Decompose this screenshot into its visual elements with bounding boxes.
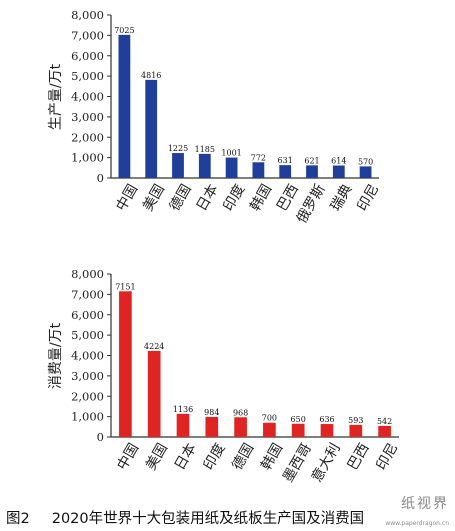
- y-tick-label: 8,000: [71, 267, 104, 281]
- bar: [145, 79, 158, 178]
- y-tick-label: 3,000: [71, 110, 104, 124]
- bar: [349, 424, 363, 437]
- bar-value-label: 631: [278, 156, 293, 165]
- bar: [252, 162, 265, 178]
- x-category-label: 中国: [114, 441, 142, 473]
- y-tick-label: 7,000: [71, 28, 104, 42]
- bar-value-label: 542: [377, 417, 392, 426]
- production-chart: 0 1,000 2,000 3,000 4,000 5,000 6,000 7,000 8,00…: [48, 8, 382, 226]
- y-tick-label: 0: [97, 430, 104, 444]
- watermark-text: 纸视界: [401, 496, 449, 512]
- y-axis-title: 消费量/万t: [48, 322, 64, 389]
- bar-value-label: 1225: [168, 144, 188, 153]
- x-category-label: 美国: [140, 182, 168, 214]
- bar: [172, 153, 184, 178]
- bar: [291, 423, 305, 437]
- figure-caption: 图2 2020年世界十大包装用纸及纸板生产国及消费国: [6, 506, 451, 528]
- x-category-label: 日本: [172, 441, 200, 473]
- x-category-label: 瑞典: [328, 182, 356, 214]
- bar: [119, 291, 132, 437]
- bar: [198, 153, 211, 178]
- bar-value-label: 700: [262, 414, 277, 423]
- bar: [279, 165, 292, 178]
- bar-value-label: 1136: [173, 405, 193, 414]
- bar-value-label: 772: [251, 153, 266, 162]
- y-tick-label: 7,000: [71, 287, 104, 301]
- x-category-label: 印尼: [374, 441, 402, 473]
- bar-value-label: 4816: [141, 71, 161, 80]
- bar: [306, 165, 318, 178]
- x-category-label: 印度: [201, 441, 229, 473]
- y-tick-label: 2,000: [71, 389, 104, 403]
- y-tick-label: 2,000: [71, 130, 104, 144]
- x-category-label: 巴西: [274, 182, 302, 214]
- x-category-label: 德国: [230, 441, 258, 473]
- caption-label: 图2: [6, 510, 30, 527]
- bar-value-label: 570: [358, 157, 373, 166]
- x-category-label: 美国: [143, 441, 171, 473]
- y-tick-label: 1,000: [71, 151, 104, 165]
- bar-value-label: 650: [291, 415, 306, 424]
- y-tick-label: 6,000: [71, 49, 104, 63]
- bar: [359, 166, 372, 178]
- y-tick-label: 0: [97, 171, 104, 185]
- bar: [378, 425, 391, 437]
- watermark-logo: 纸视界 www.paperdragon.cn: [379, 493, 449, 527]
- bar-value-label: 7151: [115, 282, 135, 291]
- y-tick-label: 5,000: [71, 328, 104, 342]
- y-tick-label: 6,000: [71, 308, 104, 322]
- bar-value-label: 984: [204, 408, 219, 417]
- bar: [332, 165, 345, 178]
- x-category-label: 印度: [221, 182, 249, 214]
- x-category-label: 德国: [167, 182, 195, 214]
- bar-value-label: 614: [331, 156, 346, 165]
- y-tick-label: 4,000: [71, 90, 104, 104]
- bar: [234, 417, 247, 437]
- bar-value-label: 1001: [221, 149, 241, 158]
- bar-value-label: 636: [319, 415, 334, 424]
- y-tick-label: 4,000: [71, 349, 104, 363]
- bar-value-label: 4224: [144, 342, 164, 351]
- consumption-chart: 0 1,000 2,000 3,000 4,000 5,000 6,000 7,000 8,00…: [48, 267, 401, 485]
- bar-value-label: 593: [348, 416, 363, 425]
- y-tick-label: 8,000: [71, 8, 104, 22]
- bar-value-label: 1185: [195, 145, 215, 154]
- bar: [118, 34, 131, 178]
- x-category-label: 意大利: [308, 440, 344, 485]
- bar: [320, 424, 334, 437]
- bar: [263, 422, 276, 437]
- bar: [176, 413, 190, 437]
- y-tick-label: 1,000: [71, 410, 104, 424]
- bar-value-label: 621: [304, 156, 319, 165]
- y-axis-title: 生产量/万t: [48, 63, 64, 130]
- x-category-label: 巴西: [345, 441, 373, 473]
- x-category-label: 韩国: [258, 441, 286, 473]
- bar-value-label: 968: [233, 408, 248, 417]
- y-tick-label: 3,000: [71, 369, 104, 383]
- watermark-url: www.paperdragon.cn: [385, 520, 449, 527]
- bar: [147, 350, 161, 437]
- x-category-label: 韩国: [247, 182, 275, 214]
- bar: [205, 416, 219, 437]
- bar: [225, 157, 238, 178]
- bar-value-label: 7025: [114, 26, 134, 35]
- x-category-label: 日本: [194, 182, 222, 214]
- x-category-label: 中国: [113, 182, 141, 214]
- caption-text: 2020年世界十大包装用纸及纸板生产国及消费国: [51, 510, 365, 527]
- x-category-label: 印尼: [355, 182, 383, 214]
- y-tick-label: 5,000: [71, 69, 104, 83]
